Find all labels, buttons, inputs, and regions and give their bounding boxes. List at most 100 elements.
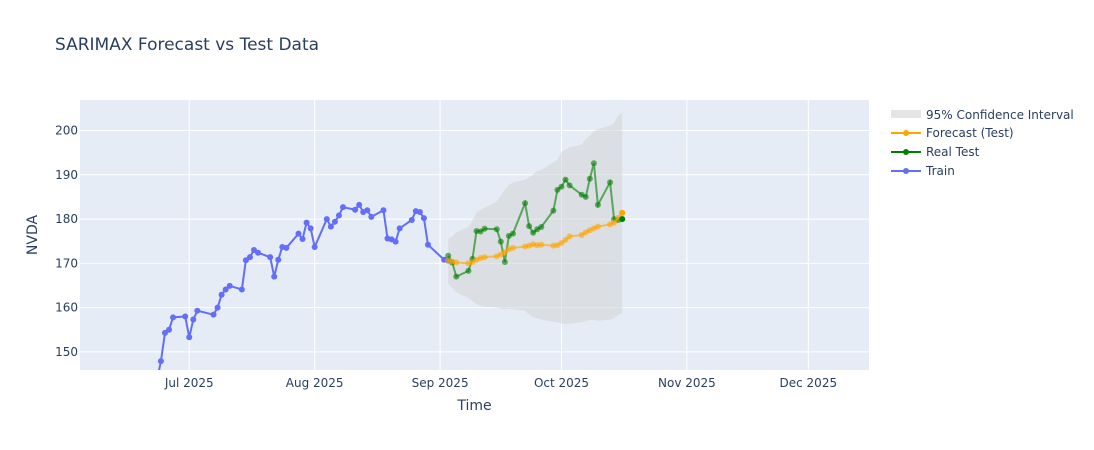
- data-point-real-test[interactable]: [497, 238, 504, 245]
- data-point-train[interactable]: [408, 216, 415, 223]
- data-point-real-test[interactable]: [562, 176, 569, 183]
- data-point-forecast-test[interactable]: [558, 239, 565, 246]
- data-point-forecast-test[interactable]: [509, 244, 516, 251]
- data-point-real-test[interactable]: [501, 259, 508, 265]
- legend-label-train: Train: [925, 164, 955, 178]
- legend-marker-real-test: [903, 149, 909, 155]
- data-point-train[interactable]: [142, 376, 148, 382]
- y-tick-label: 200: [55, 124, 78, 138]
- data-point-train[interactable]: [396, 225, 403, 232]
- data-point-forecast-test[interactable]: [562, 236, 569, 243]
- data-point-forecast-test[interactable]: [566, 233, 573, 240]
- data-point-train[interactable]: [323, 216, 330, 223]
- data-point-train[interactable]: [226, 282, 233, 289]
- data-point-train[interactable]: [327, 223, 334, 230]
- data-point-train[interactable]: [295, 230, 302, 237]
- y-tick-label: 180: [55, 212, 78, 226]
- series-lines: [142, 160, 626, 384]
- data-point-train[interactable]: [271, 273, 278, 280]
- data-point-train[interactable]: [340, 204, 346, 211]
- data-point-train[interactable]: [214, 304, 221, 311]
- legend-item-train[interactable]: Train: [891, 164, 955, 178]
- data-point-train[interactable]: [307, 225, 314, 232]
- data-point-train[interactable]: [275, 256, 282, 263]
- legend-swatch-confidence-interval: [891, 110, 921, 118]
- x-axis-ticks: Jul 2025 Aug 2025 Sep 2025 Oct 2025 Nov 2025…: [164, 376, 837, 390]
- data-point-train[interactable]: [182, 313, 189, 320]
- data-point-real-test[interactable]: [445, 252, 452, 259]
- data-point-forecast-test[interactable]: [538, 241, 545, 248]
- data-point-train[interactable]: [238, 286, 245, 293]
- data-point-train[interactable]: [222, 286, 229, 293]
- data-point-train[interactable]: [186, 334, 193, 341]
- data-point-train[interactable]: [311, 243, 318, 250]
- legend-item-confidence-interval[interactable]: 95% Confidence Interval: [891, 108, 1074, 122]
- data-point-real-test[interactable]: [586, 175, 593, 182]
- endpoint-real-test[interactable]: [619, 216, 626, 223]
- data-point-train[interactable]: [190, 316, 197, 323]
- data-point-real-test[interactable]: [538, 224, 545, 231]
- data-point-train[interactable]: [416, 208, 423, 215]
- y-axis-ticks: 150 160 170 180 190 200: [55, 124, 78, 359]
- x-tick-label: Oct 2025: [534, 376, 589, 390]
- data-point-train[interactable]: [218, 291, 225, 298]
- data-point-real-test[interactable]: [582, 193, 589, 200]
- data-point-train[interactable]: [166, 326, 173, 333]
- data-point-real-test[interactable]: [522, 200, 529, 207]
- data-point-forecast-test[interactable]: [594, 223, 601, 230]
- data-point-real-test[interactable]: [530, 229, 537, 236]
- endpoint-forecast-test[interactable]: [619, 209, 626, 216]
- data-point-train[interactable]: [331, 218, 338, 225]
- data-point-real-test[interactable]: [566, 182, 573, 189]
- data-point-real-test[interactable]: [481, 225, 488, 232]
- confidence-interval-band: [448, 112, 623, 324]
- data-point-train[interactable]: [283, 244, 290, 251]
- data-point-real-test[interactable]: [594, 201, 601, 208]
- data-point-real-test[interactable]: [509, 230, 516, 237]
- data-point-forecast-test[interactable]: [611, 219, 618, 226]
- data-point-real-test[interactable]: [607, 179, 614, 186]
- data-point-train[interactable]: [246, 254, 253, 261]
- data-point-train[interactable]: [303, 219, 310, 226]
- data-point-real-test[interactable]: [493, 226, 500, 233]
- data-point-train[interactable]: [380, 207, 387, 214]
- data-point-train[interactable]: [392, 238, 399, 245]
- legend-label-forecast: Forecast (Test): [926, 126, 1014, 140]
- y-tick-label: 160: [55, 301, 78, 315]
- data-point-train[interactable]: [210, 311, 217, 318]
- data-point-train[interactable]: [267, 254, 274, 261]
- x-axis-title: Time: [456, 398, 491, 414]
- data-point-real-test[interactable]: [453, 273, 460, 280]
- legend-item-forecast[interactable]: Forecast (Test): [891, 126, 1014, 140]
- data-point-real-test[interactable]: [554, 186, 561, 193]
- data-point-train[interactable]: [170, 314, 177, 321]
- data-point-train[interactable]: [368, 213, 375, 220]
- data-point-train[interactable]: [242, 257, 249, 264]
- data-point-real-test[interactable]: [465, 267, 472, 274]
- data-point-real-test[interactable]: [590, 160, 597, 167]
- legend-item-real-test[interactable]: Real Test: [891, 145, 980, 159]
- data-point-train[interactable]: [352, 206, 359, 213]
- x-tick-label: Nov 2025: [658, 376, 716, 390]
- data-point-real-test[interactable]: [550, 207, 557, 214]
- data-point-forecast-test[interactable]: [501, 249, 508, 256]
- data-point-train[interactable]: [424, 241, 431, 248]
- data-point-real-test[interactable]: [526, 223, 533, 230]
- data-point-train[interactable]: [299, 235, 306, 242]
- data-point-train[interactable]: [161, 329, 168, 336]
- data-point-train[interactable]: [420, 215, 427, 222]
- data-point-train[interactable]: [194, 307, 201, 314]
- legend-label-real-test: Real Test: [926, 145, 980, 159]
- data-point-forecast-test[interactable]: [481, 254, 488, 261]
- data-point-train[interactable]: [364, 207, 371, 214]
- data-point-train[interactable]: [255, 249, 262, 256]
- data-point-train[interactable]: [157, 358, 164, 365]
- data-point-forecast-test[interactable]: [453, 259, 460, 266]
- data-point-train[interactable]: [335, 212, 342, 219]
- x-tick-label: Aug 2025: [286, 376, 344, 390]
- data-point-train[interactable]: [154, 378, 160, 384]
- data-point-real-test[interactable]: [558, 183, 565, 190]
- series-endpoints: [619, 209, 626, 223]
- data-point-train[interactable]: [356, 201, 363, 208]
